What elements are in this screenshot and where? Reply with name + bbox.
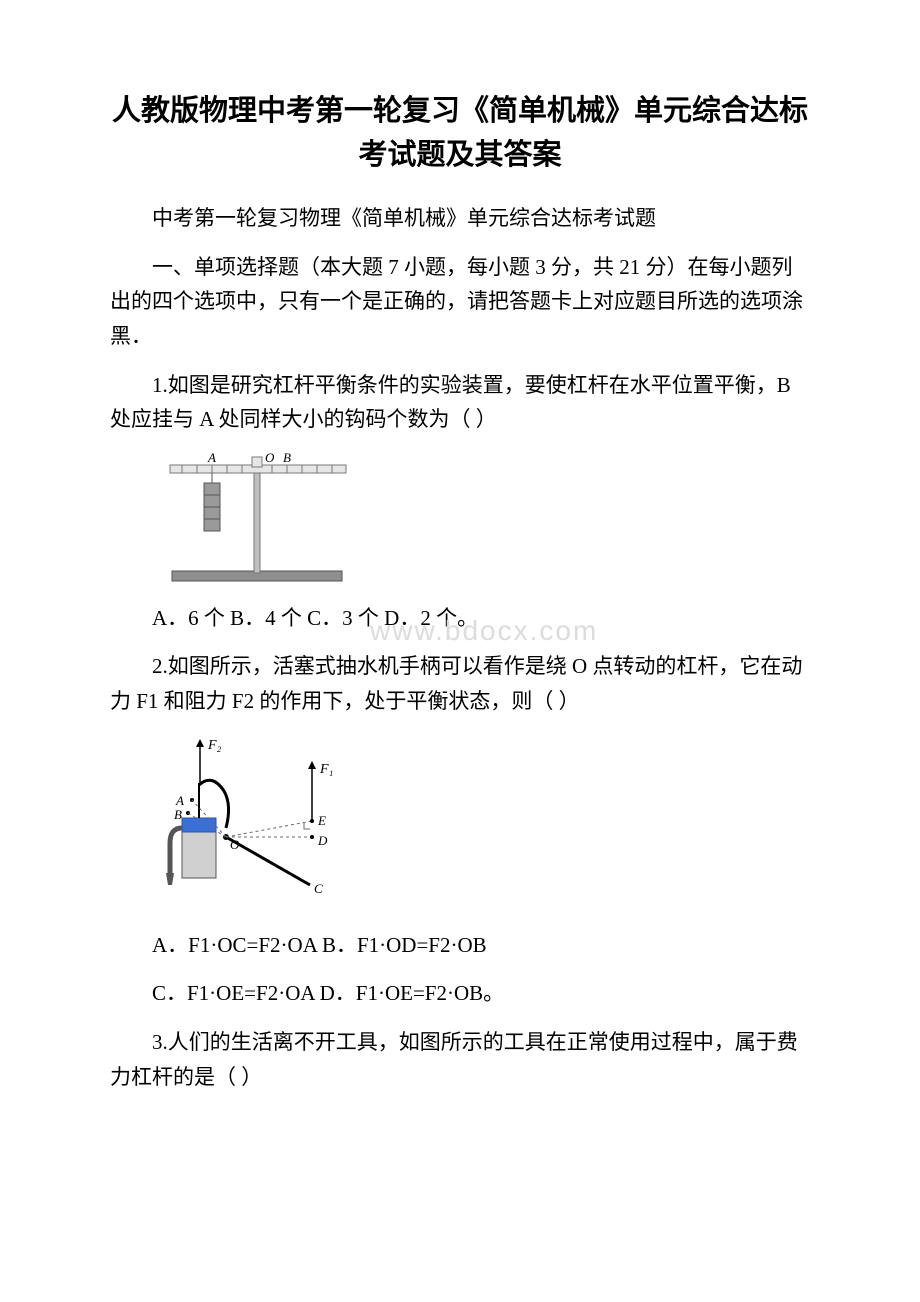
question-1-text: 1.如图是研究杠杆平衡条件的实验装置，要使杠杆在水平位置平衡，B 处应挂与 A … [110,368,810,437]
label-A: A [207,451,216,465]
label-D: D [317,833,328,848]
question-2-text: 2.如图所示，活塞式抽水机手柄可以看作是绕 O 点转动的杠杆，它在动力 F1 和… [110,649,810,718]
figure-1: A O B [152,451,810,591]
pump-lever-diagram: F₂ F₁ O C A B [152,733,352,913]
question-3-text: 3.人们的生活离不开工具，如图所示的工具在正常使用过程中，属于费力杠杆的是（ ） [110,1025,810,1094]
page-title: 人教版物理中考第一轮复习《简单机械》单元综合达标考试题及其答案 [110,90,810,177]
figure-2: F₂ F₁ O C A B [152,733,810,918]
question-2-options-cd: C．F1·OE=F2·OA D．F1·OE=F2·OB。 [110,976,810,1011]
lever-balance-diagram: A O B [152,451,362,586]
label-F1: F₁ [319,762,333,777]
label-C: C [314,881,323,896]
label-B: B [174,807,182,822]
section-1-intro: 一、单项选择题（本大题 7 小题，每小题 3 分，共 21 分）在每小题列出的四… [110,250,810,354]
question-2-options-ab: A．F1·OC=F2·OA B．F1·OD=F2·OB [110,928,810,963]
label-O: O [265,451,275,465]
label-B: B [283,451,291,465]
label-E: E [317,813,326,828]
label-A: A [175,793,184,808]
label-F2: F₂ [207,738,222,753]
subtitle: 中考第一轮复习物理《简单机械》单元综合达标考试题 [110,201,810,236]
question-1-options: A．6 个 B．4 个 C．3 个 D．2 个。 [110,601,810,636]
